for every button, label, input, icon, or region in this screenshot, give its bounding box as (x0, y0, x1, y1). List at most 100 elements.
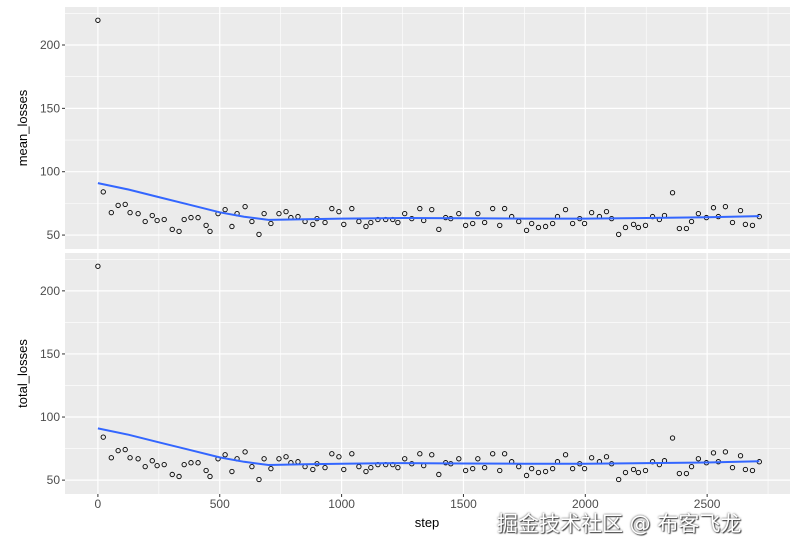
data-point (635, 224, 642, 231)
x-tick-label: 0 (95, 497, 102, 511)
data-point (188, 460, 194, 466)
data-point (688, 218, 695, 225)
data-point (581, 465, 588, 472)
data-point (108, 455, 114, 461)
data-point (122, 201, 128, 208)
data-point (402, 211, 408, 217)
data-point (497, 222, 503, 229)
data-point (135, 211, 141, 217)
data-point (108, 209, 114, 216)
data-point (581, 220, 588, 227)
data-point (603, 208, 610, 215)
data-point (429, 452, 435, 458)
data-point (261, 211, 267, 217)
data-point (329, 205, 335, 212)
data-point (737, 453, 744, 459)
data-point (142, 463, 148, 470)
y-tick-label: 100 (40, 165, 60, 179)
y-tick-label: 200 (40, 38, 60, 52)
data-point (470, 465, 476, 472)
data-point (363, 223, 369, 230)
data-point (169, 471, 175, 478)
data-point (336, 208, 342, 215)
data-point (481, 464, 488, 471)
smooth-trend-line (97, 182, 760, 221)
data-point (749, 222, 756, 229)
data-point (729, 464, 736, 471)
data-point (501, 205, 508, 212)
data-point (341, 221, 347, 228)
data-point (310, 221, 316, 228)
data-point (710, 450, 717, 456)
data-point (176, 473, 182, 480)
data-point (490, 451, 496, 457)
data-point (222, 452, 228, 458)
data-point (229, 468, 235, 475)
data-point (462, 467, 469, 474)
x-tick-label: 2000 (572, 497, 599, 511)
data-point (529, 465, 535, 472)
data-point (203, 222, 209, 229)
data-point (181, 461, 187, 468)
data-point (207, 473, 213, 480)
data-point (569, 220, 576, 227)
data-point (562, 206, 569, 213)
data-point (249, 218, 255, 225)
panel-total_losses: 0 500 1000 1500 2000 2500 50 100 150 200 total_los… (15, 253, 790, 511)
data-point (188, 214, 194, 221)
data-point (169, 226, 175, 233)
data-point (642, 467, 649, 474)
data-point (616, 476, 622, 483)
data-point (149, 212, 155, 219)
data-point (395, 464, 401, 471)
data-point (329, 451, 335, 457)
watermark: 掘金技术社区 @ 布客飞龙 (497, 512, 742, 536)
y-tick-label: 150 (40, 101, 60, 115)
data-point (523, 472, 530, 479)
y-tick-label: 50 (47, 473, 61, 487)
data-point (535, 469, 542, 476)
data-point (436, 226, 442, 233)
data-point (402, 456, 408, 462)
data-point (722, 204, 729, 210)
data-point (523, 227, 530, 234)
y-tick-label: 100 (40, 410, 60, 424)
data-point (161, 216, 167, 223)
data-point (341, 466, 347, 473)
y-tick-label: 50 (47, 228, 61, 242)
y-axis-label: mean_losses (15, 89, 30, 166)
data-point (368, 464, 374, 471)
panel-mean_losses: 50 100 150 200 mean_losses (15, 7, 790, 249)
data-point (161, 461, 167, 468)
data-point (710, 205, 717, 211)
data-point (142, 218, 148, 225)
data-point (149, 458, 155, 464)
data-point (742, 221, 749, 228)
data-point (322, 464, 328, 471)
data-point (588, 209, 595, 216)
x-tick-label: 1000 (328, 497, 355, 511)
y-tick-label: 150 (40, 347, 60, 361)
y-tick-label: 200 (40, 284, 60, 298)
data-point (122, 446, 128, 453)
data-point (207, 228, 213, 235)
data-point (456, 456, 462, 462)
data-point (417, 205, 423, 212)
data-point (249, 463, 255, 470)
data-point (481, 219, 488, 226)
data-point (542, 223, 549, 230)
data-point (436, 471, 442, 478)
data-point (349, 205, 355, 212)
data-point (256, 476, 262, 483)
data-point (676, 225, 683, 232)
data-point (688, 463, 695, 470)
data-point (549, 220, 556, 227)
data-point (115, 447, 121, 454)
data-point (562, 452, 569, 458)
y-axis-label: total_losses (15, 339, 30, 408)
data-point (630, 221, 637, 228)
data-point (722, 449, 729, 455)
data-point (256, 231, 262, 238)
data-point (622, 224, 629, 231)
